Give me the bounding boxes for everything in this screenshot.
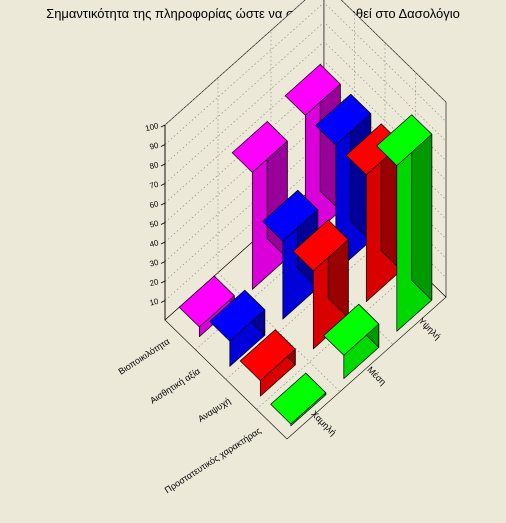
- col-label: Μέση: [365, 365, 388, 388]
- z-tick-label: 30: [149, 258, 160, 269]
- bar-top-face: [270, 372, 327, 425]
- z-tick-label: 90: [149, 141, 160, 152]
- bar-top-face: [231, 121, 288, 173]
- gridline-z: [164, 41, 447, 184]
- floor-grid-col: [217, 272, 341, 392]
- z-tick-mark: [160, 300, 166, 303]
- z-tick-mark: [160, 222, 166, 225]
- z-tick-mark: [160, 202, 166, 206]
- gridline-z: [164, 60, 447, 204]
- bar-top-face: [315, 93, 372, 146]
- bar-top-face: [209, 289, 266, 342]
- z-tick-mark: [160, 261, 166, 264]
- bar: [209, 289, 266, 367]
- z-tick-mark: [160, 280, 166, 284]
- z-tick-mark: [160, 144, 166, 147]
- row-label: Αισθητική αξία: [148, 366, 202, 406]
- z-tick-mark: [160, 124, 166, 128]
- bar: [376, 114, 433, 332]
- bar-top-face: [178, 275, 235, 328]
- bar-top-face: [239, 329, 296, 381]
- z-tick-mark: [160, 241, 166, 245]
- row-label: Βιοποικιλότητα: [116, 336, 171, 376]
- col-label: Χαμηλή: [309, 409, 338, 438]
- col-label: Υψηλή: [417, 316, 443, 342]
- bar: [323, 303, 380, 379]
- z-tick-mark: [160, 183, 166, 186]
- bar: [284, 64, 341, 243]
- z-tick-label: 60: [149, 199, 160, 210]
- z-tick-label: 50: [149, 219, 160, 230]
- z-tick-label: 10: [149, 297, 160, 308]
- z-tick-label: 40: [149, 238, 160, 249]
- bar-top-face: [323, 303, 380, 356]
- gridline-z: [164, 2, 447, 145]
- bar: [270, 372, 327, 427]
- z-tick-label: 20: [149, 277, 160, 288]
- bar-top-face: [262, 189, 319, 242]
- z-tick-label: 100: [144, 121, 160, 133]
- row-label: Αναψυχή: [196, 396, 232, 424]
- z-tick-mark: [160, 163, 166, 167]
- bar-top-face: [292, 219, 349, 272]
- gridline-z: [164, 21, 447, 165]
- bar-top-face: [376, 114, 433, 166]
- bar: [239, 329, 296, 397]
- row-label: Προστατευτικός χαρακτήρας: [163, 425, 264, 495]
- z-tick-label: 80: [149, 160, 160, 171]
- z-tick-label: 70: [149, 180, 160, 191]
- bar-top-face: [284, 64, 341, 116]
